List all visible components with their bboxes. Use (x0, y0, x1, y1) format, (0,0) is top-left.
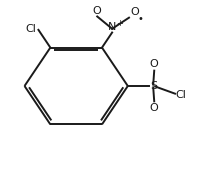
Text: O: O (150, 59, 159, 69)
Text: S: S (150, 81, 157, 91)
Text: +: + (116, 19, 123, 28)
Text: Cl: Cl (176, 90, 187, 100)
Text: •: • (137, 14, 143, 24)
Text: O: O (130, 7, 139, 17)
Text: O: O (93, 6, 102, 16)
Text: O: O (150, 103, 159, 113)
Text: N: N (108, 22, 116, 32)
Text: Cl: Cl (26, 24, 36, 34)
